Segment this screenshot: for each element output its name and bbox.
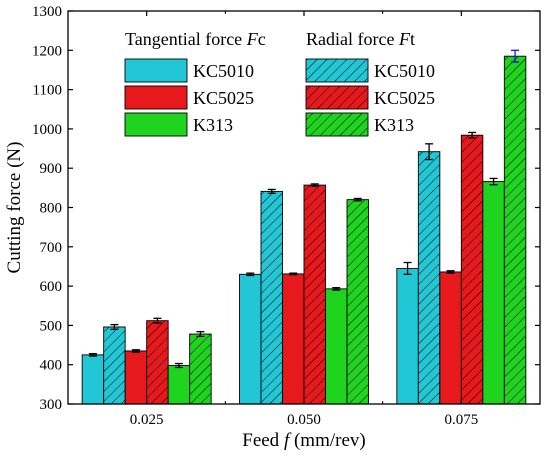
bar-k313-radial-0.025: [189, 333, 212, 405]
error-bar-k313-0.050: [332, 287, 341, 291]
legend-label: KC5010: [374, 61, 435, 81]
error-bar-kc5025-0.025: [153, 317, 162, 324]
bar-k313-radial-0.050: [346, 199, 369, 405]
bar-kc5025-radial-0.025: [146, 320, 169, 405]
y-tick-label: 400: [40, 358, 63, 374]
error-bar-k313-0.025: [196, 331, 205, 338]
bar-k313-tangential-0.025: [167, 365, 191, 405]
legend-label: KC5025: [374, 88, 435, 108]
error-bar-k313-0.050: [353, 197, 362, 202]
bar-kc5025-radial-0.075: [460, 134, 484, 405]
error-bar-kc5010-0.075: [425, 143, 434, 161]
y-tick-label: 300: [40, 397, 63, 413]
bar-k313-tangential-0.075: [482, 181, 505, 405]
error-bars-layer: [88, 49, 520, 369]
y-tick-label: 700: [40, 240, 63, 256]
bar-kc5025-tangential-0.075: [439, 271, 462, 405]
legend-label: KC5025: [193, 88, 254, 108]
error-bar-kc5010-0.050: [246, 272, 255, 277]
bars-layer: [81, 55, 527, 405]
bar-k313-radial-0.075: [503, 55, 527, 405]
bar-kc5010-tangential-0.025: [81, 354, 105, 405]
error-bar-k313-0.025: [174, 362, 183, 369]
bar-kc5025-radial-0.050: [303, 184, 326, 405]
x-tick-label: 0.025: [130, 412, 164, 428]
error-bar-kc5010-0.025: [88, 353, 97, 357]
legend-swatch-kc5025-tangential: [124, 85, 188, 110]
error-bar-kc5010-0.050: [267, 188, 276, 195]
y-tick-label: 900: [40, 161, 63, 177]
legend: Tangential force Fc Radial force Ft KC5010…: [124, 29, 435, 137]
x-axis-label: Feed f (mm/rev): [242, 430, 365, 451]
error-bar-k313-0.075: [489, 177, 498, 186]
y-tick-label: 1300: [32, 4, 62, 20]
error-bar-kc5010-0.075: [403, 261, 412, 275]
y-axis-label: Cutting force (N): [4, 142, 25, 274]
error-bar-kc5025-0.075: [468, 131, 477, 139]
legend-swatch-k313-tangential: [124, 112, 188, 137]
bar-kc5010-radial-0.050: [260, 190, 283, 405]
bar-kc5010-radial-0.075: [417, 151, 441, 405]
legend-swatch-kc5010-radial: [305, 58, 369, 83]
y-tick-label: 1000: [32, 122, 62, 138]
error-bar-kc5025-0.050: [289, 272, 298, 276]
x-tick-label: 0.075: [444, 412, 478, 428]
error-bar-kc5025-0.025: [131, 349, 140, 353]
legend-label: K313: [193, 115, 233, 135]
error-bar-kc5010-0.025: [110, 323, 119, 330]
bar-kc5010-tangential-0.050: [239, 273, 262, 405]
bar-kc5025-tangential-0.025: [124, 350, 148, 405]
y-tick-label: 600: [40, 279, 63, 295]
x-tick-label: 0.050: [287, 412, 321, 428]
y-tick-label: 500: [40, 318, 63, 334]
bar-kc5025-tangential-0.050: [282, 273, 305, 405]
error-bar-kc5025-0.075: [446, 270, 455, 274]
legend-swatch-kc5025-radial: [305, 85, 369, 110]
bar-kc5010-tangential-0.075: [396, 267, 419, 405]
y-tick-label: 800: [40, 201, 63, 217]
bar-kc5010-radial-0.025: [103, 326, 126, 405]
legend-label: K313: [374, 115, 414, 135]
axis-ticks: 300 400 500 600 700 800 900 1000 1100 1200 1300 0.0…: [32, 4, 540, 428]
legend-label: KC5010: [193, 61, 254, 81]
legend-swatch-k313-radial: [305, 112, 369, 137]
y-tick-label: 1200: [32, 43, 62, 59]
legend-group-title: Tangential force Fc: [125, 29, 266, 49]
bar-k313-tangential-0.050: [325, 288, 348, 405]
legend-swatch-kc5010-tangential: [124, 58, 188, 83]
y-tick-label: 1100: [33, 83, 62, 99]
error-bar-k313-0.075: [511, 49, 520, 63]
error-bar-kc5025-0.050: [310, 183, 319, 187]
legend-group-title: Radial force Ft: [306, 29, 415, 49]
